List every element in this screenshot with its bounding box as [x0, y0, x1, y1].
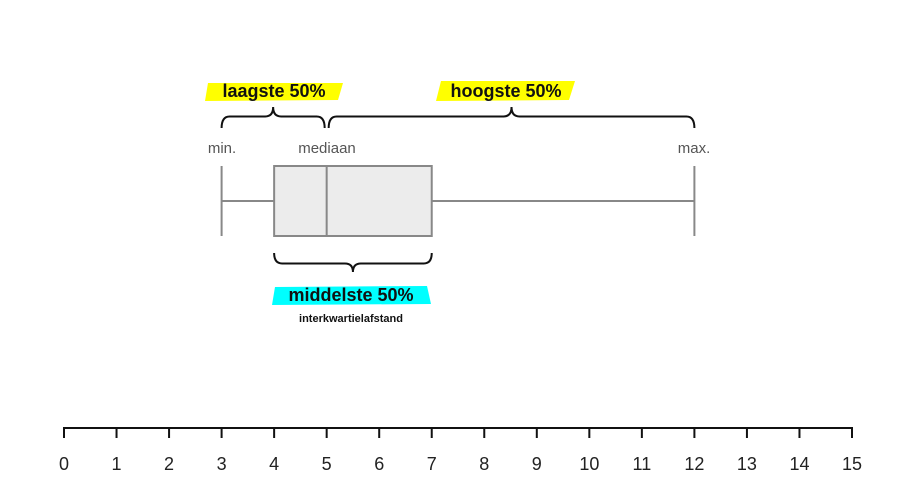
number-axis: 0 1 2 3 4 5 6 7 8 9 10 11 12 13 14 15: [59, 427, 862, 474]
axis-tick-label: 8: [479, 454, 489, 474]
lower-brace-label: laagste 50%: [222, 81, 325, 101]
boxplot: [220, 165, 696, 237]
axis-tick-label: 6: [374, 454, 384, 474]
min-label: min.: [208, 140, 236, 157]
upper-brace: [327, 106, 696, 129]
lower-highlight: [205, 83, 343, 101]
axis-tick-label: 1: [112, 454, 122, 474]
middle-highlight: [272, 286, 431, 305]
max-label: max.: [678, 140, 711, 157]
axis-tick-label: 9: [532, 454, 542, 474]
axis-tick-label: 0: [59, 454, 69, 474]
upper-highlight: [436, 81, 575, 101]
axis-tick-label: 10: [579, 454, 599, 474]
middle-brace: [273, 252, 433, 273]
middle-brace-label: middelste 50%: [288, 285, 413, 305]
median-label: mediaan: [298, 140, 356, 157]
axis-tick-label: 13: [737, 454, 757, 474]
middle-brace-sublabel: interkwartielafstand: [299, 313, 403, 325]
axis-tick-label: 14: [789, 454, 809, 474]
upper-brace-label: hoogste 50%: [450, 81, 561, 101]
quartile-box: [273, 165, 433, 237]
axis-tick-label: 3: [217, 454, 227, 474]
axis-tick-label: 2: [164, 454, 174, 474]
axis-tick-label: 11: [633, 454, 652, 474]
lower-brace: [220, 106, 326, 129]
axis-tick-label: 7: [427, 454, 437, 474]
axis-tick-label: 4: [269, 454, 279, 474]
axis-tick-label: 12: [684, 454, 704, 474]
axis-tick-label: 15: [842, 454, 862, 474]
axis-tick-label: 5: [322, 454, 332, 474]
